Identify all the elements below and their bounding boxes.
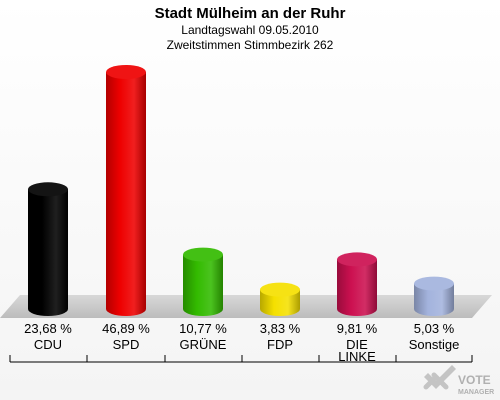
- bar-body: [337, 259, 377, 316]
- bar-body: [28, 189, 68, 316]
- logo-check-icon: [423, 365, 456, 390]
- vote-manager-logo: VOTE MANAGER: [423, 365, 494, 396]
- value-label-die-linke: 9,81 %: [337, 321, 378, 336]
- value-label-fdp: 3,83 %: [260, 321, 301, 336]
- category-axis: [9, 355, 473, 363]
- value-label-cdu: 23,68 %: [24, 321, 72, 336]
- bar-sonstige: [414, 276, 454, 316]
- bar-body: [106, 72, 146, 316]
- category-label-die-linke: DIE LINKE: [338, 337, 376, 364]
- bar-top: [28, 182, 68, 197]
- bar-die-linke: [337, 252, 377, 316]
- bar-top: [183, 247, 223, 262]
- logo-line-manager: MANAGER: [458, 389, 494, 396]
- category-label-sonstige: Sonstige: [409, 337, 460, 352]
- bar-top: [337, 252, 377, 267]
- bar-body: [414, 283, 454, 316]
- chart-title: Stadt Mülheim an der Ruhr: [155, 5, 346, 22]
- bar-body: [260, 289, 300, 316]
- bar-top: [260, 282, 300, 297]
- bar-cdu: [28, 182, 68, 316]
- value-labels-layer: 23,68 % 46,89 % 10,77 % 3,83 % 9,81 % 5,03 %: [24, 321, 455, 336]
- bar-top: [106, 65, 146, 79]
- category-label-cdu: CDU: [34, 337, 62, 352]
- category-labels-layer: CDU SPD GRÜNE FDP DIE LINKE Sonstige: [34, 337, 459, 364]
- category-label-fdp: FDP: [267, 337, 293, 352]
- value-label-gruene: 10,77 %: [179, 321, 227, 336]
- chart-subtitle-date: Landtagswahl 09.05.2010: [181, 23, 319, 37]
- bar-body: [183, 254, 223, 316]
- category-label-spd: SPD: [113, 337, 140, 352]
- bar-gruene: [183, 247, 223, 316]
- bars-layer: [28, 65, 454, 316]
- value-label-spd: 46,89 %: [102, 321, 150, 336]
- value-label-sonstige: 5,03 %: [414, 321, 455, 336]
- logo-line-vote: VOTE: [458, 373, 491, 387]
- bar-top: [414, 276, 454, 291]
- category-label-gruene: GRÜNE: [180, 337, 227, 352]
- chart-subtitle-district: Zweitstimmen Stimmbezirk 262: [167, 38, 334, 52]
- bar-fdp: [260, 282, 300, 316]
- bar-spd: [106, 65, 146, 316]
